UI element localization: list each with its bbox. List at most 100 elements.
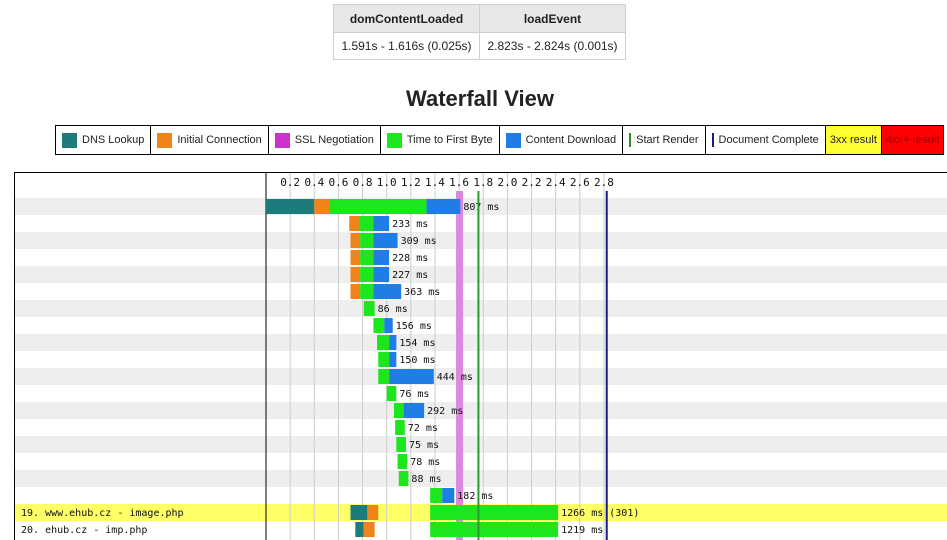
- ttfb-bar: [373, 318, 385, 333]
- duration-label: 75 ms: [409, 440, 439, 451]
- legend-swatch: [386, 132, 402, 148]
- load-event-value: 2.823s - 2.824s (0.001s): [479, 32, 626, 60]
- legend-3xx-result: 3xx result: [825, 126, 882, 154]
- legend-start-render: Start Render: [623, 126, 706, 154]
- tick-label: 0.8: [353, 176, 373, 189]
- legend-line: [711, 133, 714, 147]
- ttfb-bar: [360, 267, 374, 282]
- ttfb-bar: [386, 386, 397, 401]
- ttfb-bar: [430, 505, 559, 520]
- duration-label: 76 ms: [399, 389, 429, 400]
- download-bar: [373, 284, 402, 299]
- load-event-header: loadEvent: [479, 4, 626, 33]
- legend-label: 4xx+ result: [885, 134, 940, 146]
- legend-label: Time to First Byte: [406, 134, 493, 146]
- download-bar: [384, 318, 393, 333]
- download-bar: [373, 267, 390, 282]
- legend-content-download: Content Download: [500, 126, 624, 154]
- legend-time-to-first-byte: Time to First Byte: [381, 126, 500, 154]
- download-bar: [389, 335, 397, 350]
- duration-label: 227 ms: [392, 270, 428, 281]
- ttfb-bar: [360, 233, 374, 248]
- duration-label: 72 ms: [408, 423, 438, 434]
- ttfb-bar: [358, 216, 374, 231]
- tick-label: 0.2: [280, 176, 300, 189]
- ttfb-bar: [397, 454, 408, 469]
- duration-label: 233 ms: [392, 219, 428, 230]
- row-background: [15, 436, 947, 453]
- tick-label: 2.8: [594, 176, 614, 189]
- connect-bar: [350, 284, 361, 299]
- ttfb-bar: [395, 420, 405, 435]
- row-background: [15, 334, 947, 351]
- duration-label: 154 ms: [399, 338, 435, 349]
- request-label: 19. www.ehub.cz - image.php: [21, 508, 184, 519]
- tick-label: 1.4: [425, 176, 445, 189]
- duration-label: 444 ms: [437, 372, 473, 383]
- tick-label: 1.0: [377, 176, 397, 189]
- ttfb-bar: [398, 471, 409, 486]
- ttfb-bar: [378, 352, 390, 367]
- connect-bar: [350, 250, 361, 265]
- tick-label: 0.6: [328, 176, 348, 189]
- download-bar: [403, 403, 425, 418]
- dns-bar: [350, 505, 368, 520]
- ttfb-bar: [363, 301, 375, 316]
- duration-label: 807 ms: [463, 202, 499, 213]
- duration-label: 78 ms: [410, 457, 440, 468]
- tick-label: 2.4: [546, 176, 566, 189]
- ttfb-bar: [329, 199, 427, 214]
- duration-label: 363 ms: [404, 287, 440, 298]
- dom-content-loaded-value: 1.591s - 1.616s (0.025s): [333, 32, 480, 60]
- legend-line: [629, 133, 632, 147]
- ttfb-bar: [393, 403, 404, 418]
- connect-bar: [363, 522, 375, 537]
- tick-label: 0.4: [304, 176, 324, 189]
- legend-label: Initial Connection: [177, 134, 262, 146]
- download-bar: [389, 352, 397, 367]
- legend-label: 3xx result: [829, 134, 877, 146]
- tick-label: 1.6: [449, 176, 469, 189]
- connect-bar: [314, 199, 330, 214]
- duration-label: 309 ms: [401, 236, 437, 247]
- duration-label: 88 ms: [411, 474, 441, 485]
- tick-label: 2.0: [497, 176, 517, 189]
- tick-label: 2.2: [522, 176, 542, 189]
- row-background: [15, 232, 947, 249]
- duration-label: 1266 ms (301): [561, 508, 639, 519]
- waterfall-svg: 0.2 0.4 0.6 0.8 1.0 1.2 1.4 1.6 1.8 2.0 2.2 2.4 2.6 2…: [15, 173, 947, 540]
- legend-label: Start Render: [636, 134, 699, 146]
- ttfb-bar: [430, 488, 443, 503]
- connect-bar: [350, 233, 361, 248]
- connect-bar: [350, 267, 361, 282]
- legend-swatch: [62, 132, 77, 148]
- legend-ssl-negotiation: SSL Negotiation: [269, 126, 381, 154]
- download-bar: [373, 250, 390, 265]
- duration-label: 1219 ms: [561, 525, 603, 536]
- row-background: [15, 198, 947, 215]
- duration-label: 292 ms: [427, 406, 463, 417]
- waterfall-title: Waterfall View: [406, 86, 554, 111]
- legend-document-complete: Document Complete: [706, 126, 826, 154]
- request-label: 20. ehub.cz - imp.php: [21, 525, 147, 536]
- connect-bar: [349, 216, 359, 231]
- legend-swatch: [274, 132, 290, 148]
- duration-label: 156 ms: [396, 321, 432, 332]
- download-bar: [373, 233, 398, 248]
- row-background: [15, 266, 947, 283]
- legend-label: Content Download: [525, 134, 617, 146]
- duration-label: 182 ms: [457, 491, 493, 502]
- tick-label: 1.2: [401, 176, 421, 189]
- ttfb-bar: [377, 335, 390, 350]
- ttfb-bar: [396, 437, 407, 452]
- legend-dns-lookup: DNS Lookup: [56, 126, 152, 154]
- row-background: [15, 470, 947, 487]
- connect-bar: [367, 505, 379, 520]
- dns-bar: [266, 199, 315, 214]
- legend-swatch: [505, 132, 521, 148]
- legend-4xx-result: 4xx+ result: [881, 126, 944, 154]
- waterfall-legend: DNS Lookup Initial Connection SSL Negoti…: [55, 125, 945, 155]
- duration-label: 86 ms: [378, 304, 408, 315]
- legend-label: SSL Negotiation: [294, 134, 374, 146]
- waterfall-chart: 0.2 0.4 0.6 0.8 1.0 1.2 1.4 1.6 1.8 2.0 2.2 2.4 2.6 2…: [14, 172, 947, 540]
